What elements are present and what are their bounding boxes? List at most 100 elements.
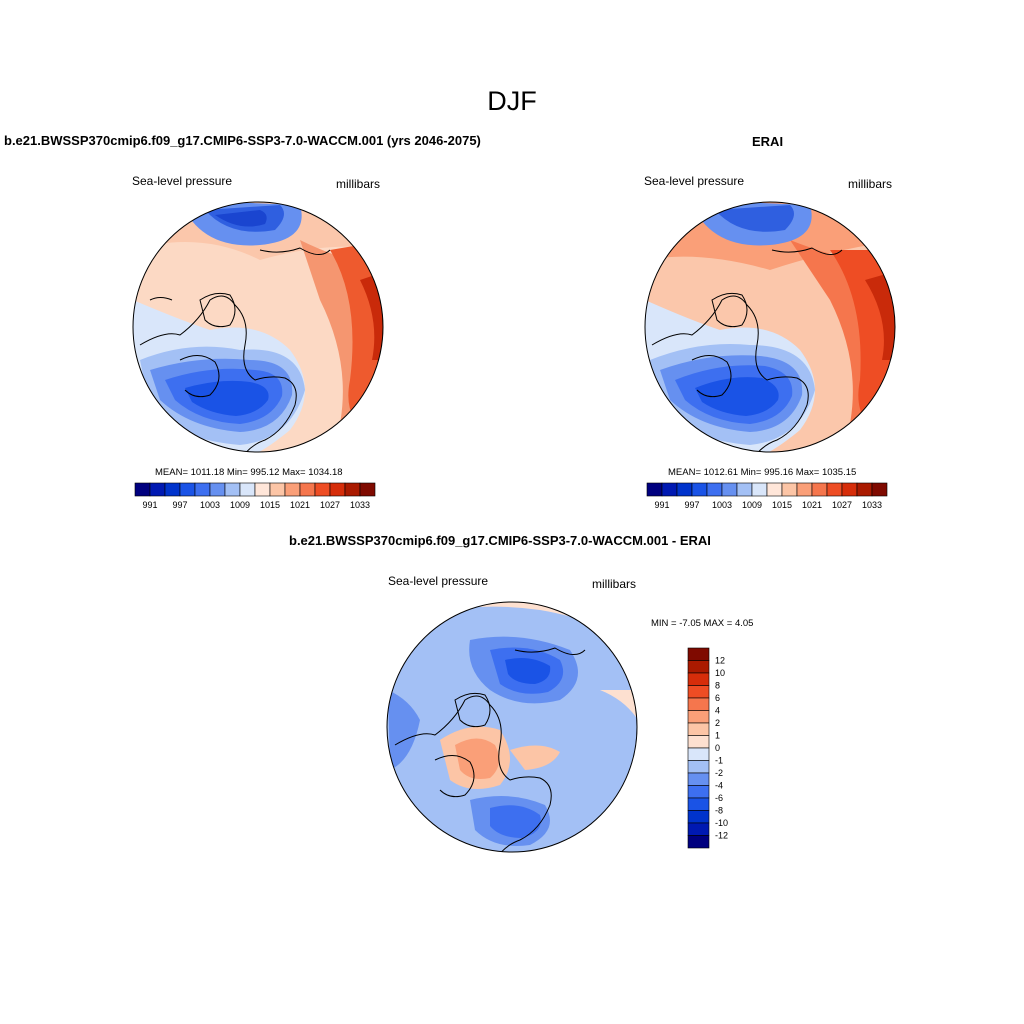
obs-colorbar-swatch [811, 482, 828, 497]
diff-stats: MIN = -7.05 MAX = 4.05 [651, 618, 754, 629]
obs-colorbar-swatch [751, 482, 768, 497]
diff-panel-title: b.e21.BWSSP370cmip6.f09_g17.CMIP6-SSP3-7… [289, 533, 711, 548]
obs-colorbar-tick-label: 1003 [712, 500, 732, 510]
diff-colorbar-swatch [687, 722, 710, 736]
model-colorbar-swatch [254, 482, 271, 497]
model-units-label: millibars [336, 177, 381, 191]
diff-colorbar-tick-label: 6 [715, 693, 720, 703]
model-colorbar-tick-label: 1009 [230, 500, 250, 510]
diff-colorbar-tick-label: -1 [715, 756, 723, 766]
figure-title: DJF [487, 86, 537, 116]
diff-colorbar-tick-label: 0 [715, 743, 720, 753]
model-colorbar-swatch [239, 482, 256, 497]
model-variable-label: Sea-level pressure [132, 174, 233, 188]
model-colorbar-swatch [269, 482, 286, 497]
diff-colorbar-swatch [687, 710, 710, 724]
diff-colorbar-tick-label: 8 [715, 681, 720, 691]
diff-colorbar-swatch [687, 785, 710, 799]
obs-colorbar-swatch [646, 482, 663, 497]
model-colorbar-tick-label: 1033 [350, 500, 370, 510]
obs-colorbar-swatch [766, 482, 783, 497]
model-colorbar-swatch [209, 482, 226, 497]
diff-colorbar-swatch [687, 822, 710, 836]
diff-colorbar-tick-label: -6 [715, 793, 723, 803]
model-colorbar-swatch [179, 482, 196, 497]
diff-colorbar-tick-label: 10 [715, 668, 725, 678]
obs-panel-title: ERAI [752, 134, 784, 149]
model-colorbar-tick-label: 997 [172, 500, 187, 510]
diff-colorbar-swatch [687, 735, 710, 749]
model-colorbar: 991 997 1003 1009 1015 1021 1027 1033 [134, 482, 376, 510]
obs-colorbar-tick-label: 1015 [772, 500, 792, 510]
model-colorbar-swatch [314, 482, 331, 497]
obs-stats: MEAN= 1012.61 Min= 995.16 Max= 1035.15 [668, 467, 857, 478]
obs-colorbar-tick-label: 1009 [742, 500, 762, 510]
model-colorbar-tick-label: 1015 [260, 500, 280, 510]
diff-colorbar-swatch [687, 772, 710, 786]
obs-colorbar-swatch [841, 482, 858, 497]
model-colorbar-tick-label: 1003 [200, 500, 220, 510]
diff-colorbar-tick-label: 2 [715, 718, 720, 728]
model-colorbar-swatch [284, 482, 301, 497]
diff-colorbar-tick-label: 4 [715, 706, 720, 716]
model-colorbar-swatch [344, 482, 361, 497]
diff-colorbar-swatch [687, 835, 710, 849]
model-coastlines [139, 247, 331, 452]
obs-coastlines [651, 247, 843, 452]
diff-colorbar-tick-label: 1 [715, 731, 720, 741]
obs-colorbar-swatch [856, 482, 873, 497]
model-panel-title: b.e21.BWSSP370cmip6.f09_g17.CMIP6-SSP3-7… [4, 133, 481, 148]
obs-colorbar-swatch [871, 482, 888, 497]
diff-colorbar-tick-label: 12 [715, 656, 725, 666]
model-colorbar-swatch [359, 482, 376, 497]
obs-colorbar-swatch [736, 482, 753, 497]
obs-colorbar: 991 997 1003 1009 1015 1021 1027 1033 [646, 482, 888, 510]
model-colorbar-tick-label: 991 [142, 500, 157, 510]
diff-colorbar-swatch [687, 647, 710, 661]
diff-colorbar-swatch [687, 760, 710, 774]
diff-colorbar-tick-label: -8 [715, 806, 723, 816]
diff-units-label: millibars [592, 577, 637, 591]
obs-colorbar-tick-label: 1027 [832, 500, 852, 510]
diff-colorbar-swatch [687, 810, 710, 824]
obs-colorbar-swatch [691, 482, 708, 497]
obs-colorbar-tick-label: 991 [654, 500, 669, 510]
obs-units-label: millibars [848, 177, 893, 191]
obs-colorbar-swatch [676, 482, 693, 497]
diff-colorbar-swatch [687, 660, 710, 674]
diff-variable-label: Sea-level pressure [388, 574, 489, 588]
obs-map-fill [645, 202, 895, 452]
diff-colorbar-tick-label: -12 [715, 831, 728, 841]
model-colorbar-swatch [194, 482, 211, 497]
diff-colorbar-swatch [687, 747, 710, 761]
diff-colorbar-swatch [687, 797, 710, 811]
model-colorbar-swatch [134, 482, 151, 497]
obs-colorbar-swatch [781, 482, 798, 497]
obs-colorbar-tick-label: 997 [684, 500, 699, 510]
model-colorbar-tick-label: 1021 [290, 500, 310, 510]
obs-colorbar-swatch [826, 482, 843, 497]
diff-colorbar-tick-label: -4 [715, 781, 723, 791]
model-colorbar-swatch [224, 482, 241, 497]
diff-colorbar-swatch [687, 697, 710, 711]
obs-colorbar-swatch [721, 482, 738, 497]
obs-colorbar-tick-label: 1033 [862, 500, 882, 510]
diff-colorbar-tick-label: -10 [715, 818, 728, 828]
obs-variable-label: Sea-level pressure [644, 174, 745, 188]
model-colorbar-swatch [164, 482, 181, 497]
diff-colorbar-tick-label: -2 [715, 768, 723, 778]
diff-coastlines [394, 647, 586, 852]
obs-colorbar-swatch [706, 482, 723, 497]
diff-colorbar-swatch [687, 685, 710, 699]
obs-colorbar-tick-label: 1021 [802, 500, 822, 510]
diff-map-fill [387, 602, 637, 852]
model-colorbar-swatch [149, 482, 166, 497]
diff-colorbar-swatch [687, 672, 710, 686]
obs-colorbar-swatch [661, 482, 678, 497]
model-colorbar-swatch [299, 482, 316, 497]
model-colorbar-tick-label: 1027 [320, 500, 340, 510]
obs-colorbar-swatch [796, 482, 813, 497]
model-colorbar-swatch [329, 482, 346, 497]
model-stats: MEAN= 1011.18 Min= 995.12 Max= 1034.18 [155, 467, 343, 478]
